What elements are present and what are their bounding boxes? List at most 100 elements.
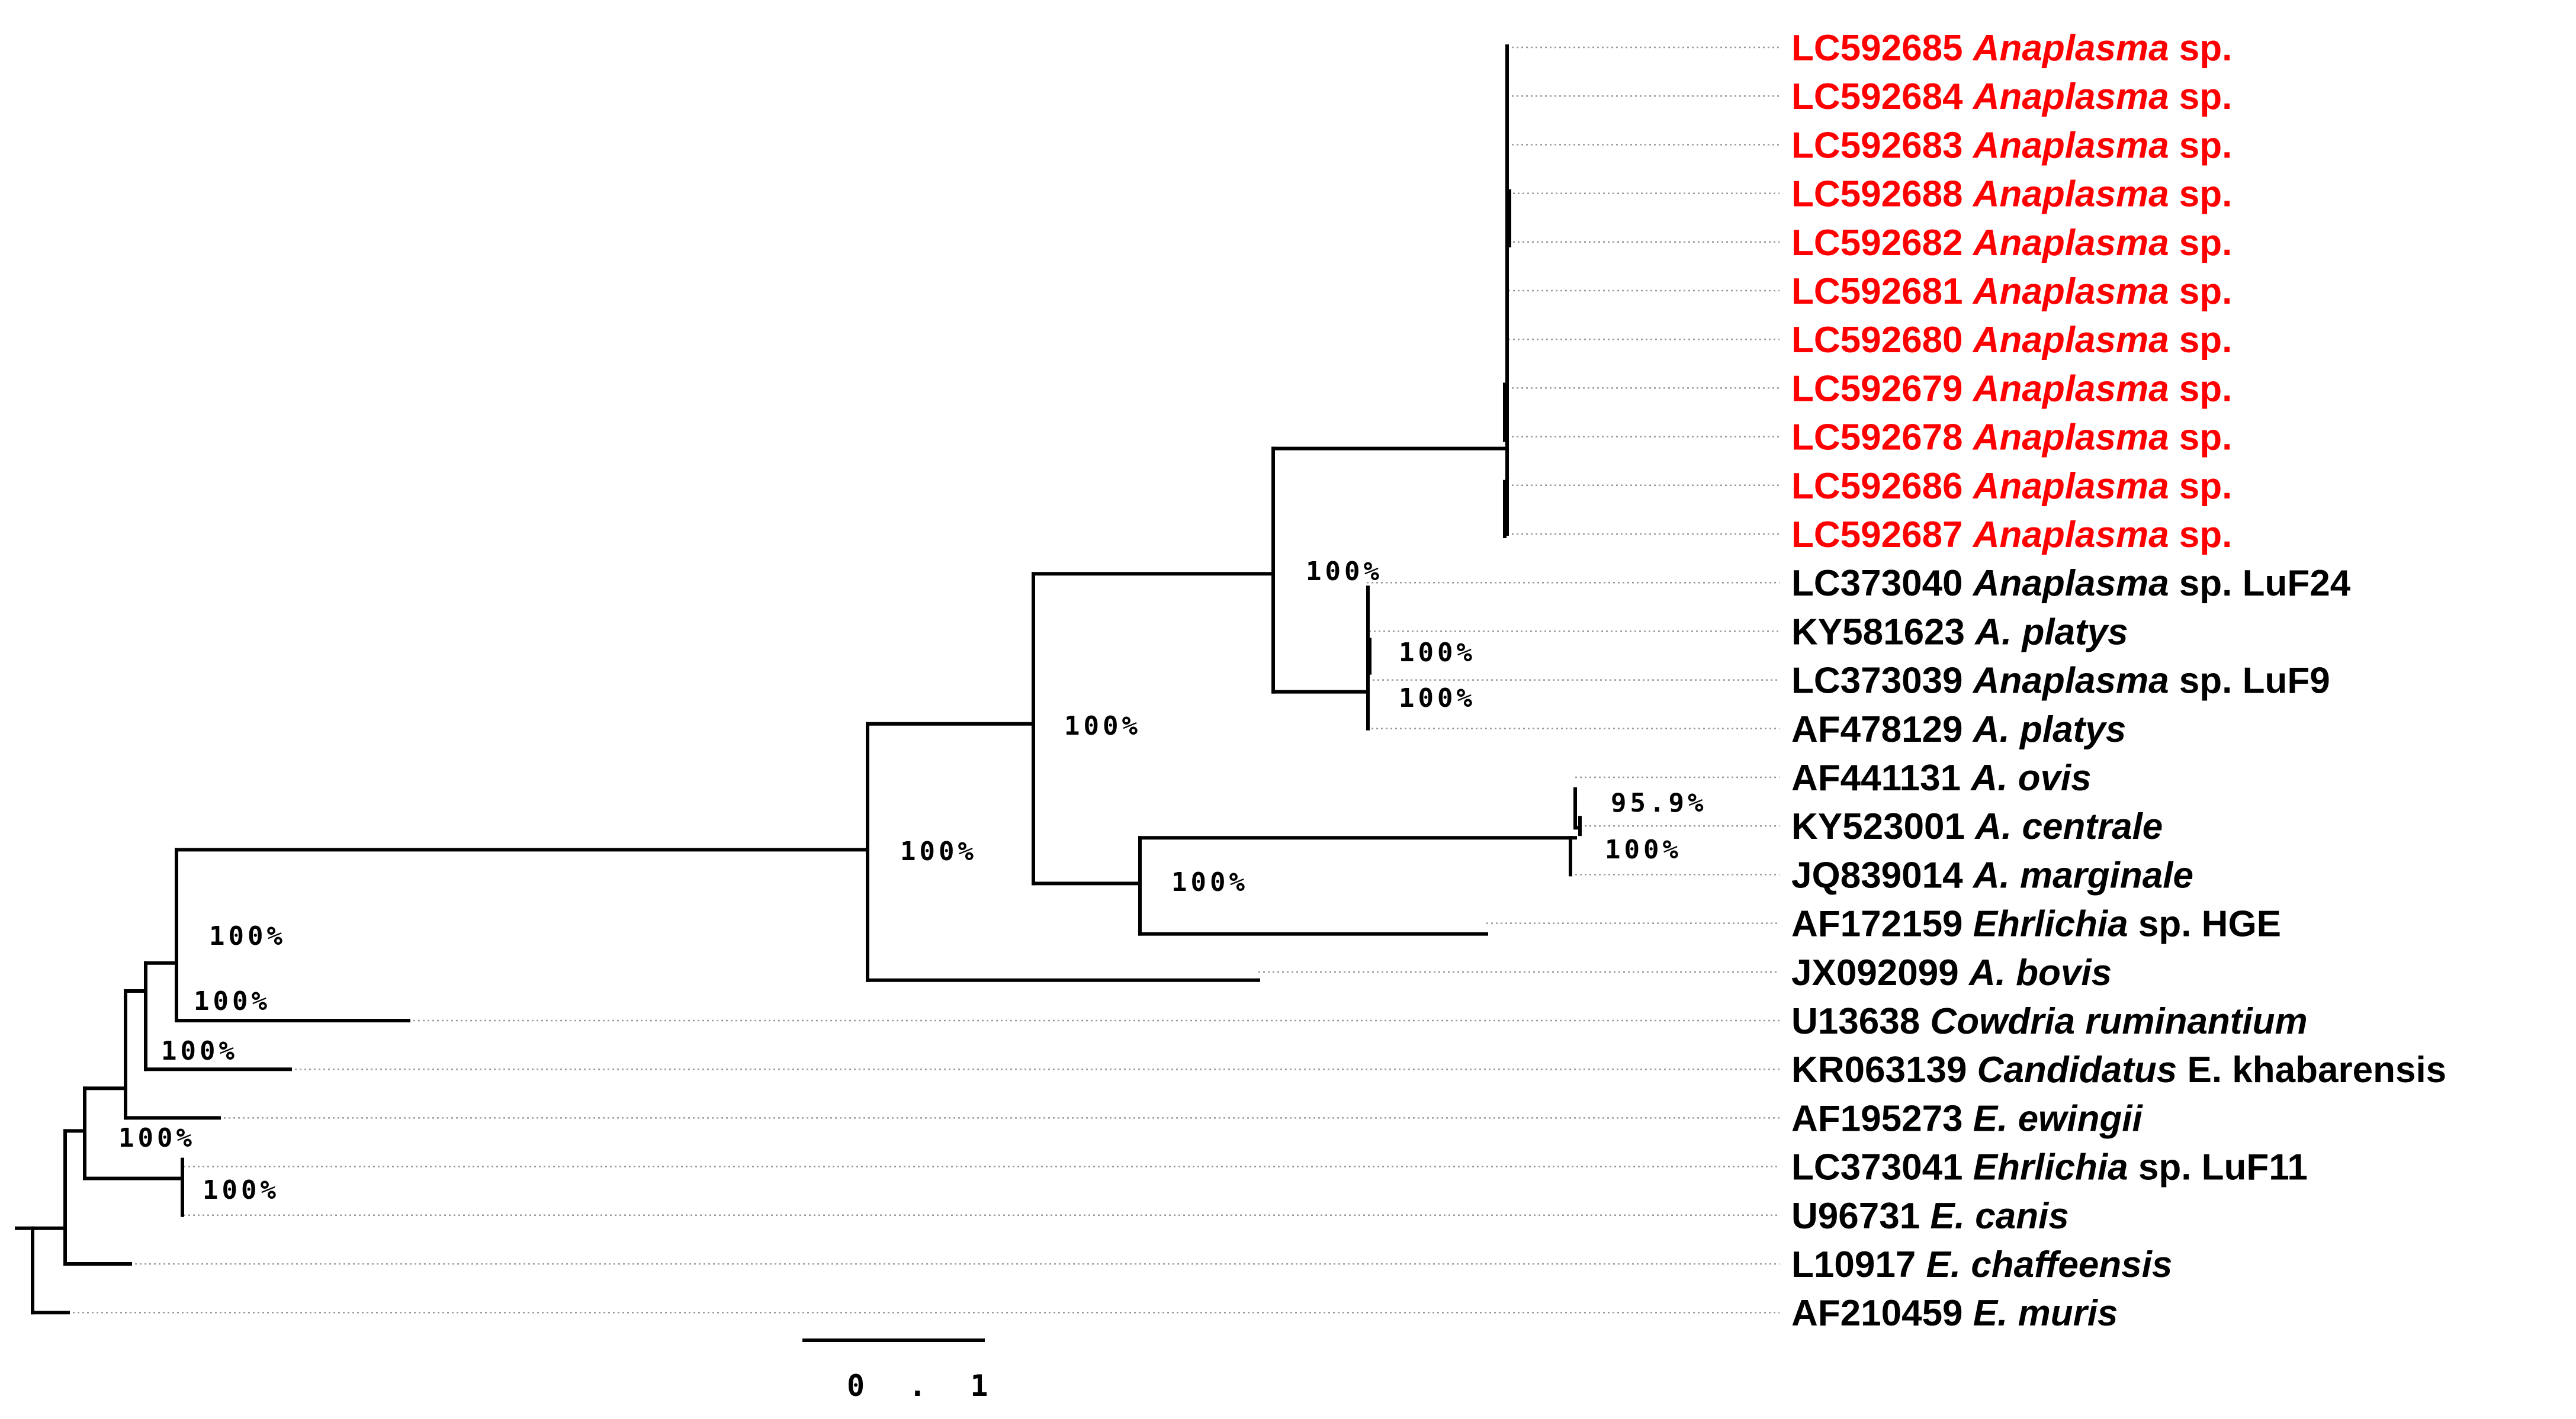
bootstrap-label: 100% [1399, 638, 1476, 668]
taxon-name-italic: Anaplasma [1972, 28, 2169, 69]
taxon-name-italic: E. ewingii [1973, 1098, 2144, 1139]
taxon-accession: U96731 [1791, 1196, 1930, 1237]
taxon-label: KY523001 A. centrale [1791, 806, 2163, 847]
taxon-accession: LC373040 [1791, 563, 1973, 604]
taxon-accession: AF478129 [1791, 709, 1973, 750]
taxon-name-italic: A. centrale [1974, 806, 2163, 847]
taxon-accession: AF210459 [1791, 1293, 1973, 1334]
taxon-name-rest: sp. [2169, 320, 2233, 361]
taxon-name-rest: sp. [2169, 417, 2233, 458]
taxon-name-italic: Anaplasma [1972, 368, 2169, 409]
bootstrap-label: 100% [209, 921, 286, 951]
taxon-label: U96731 E. canis [1791, 1196, 2069, 1237]
taxon-accession: JQ839014 [1791, 855, 1973, 896]
taxon-label: AF210459 E. muris [1791, 1293, 2118, 1334]
taxon-accession: AF195273 [1791, 1098, 1973, 1139]
taxon-label: LC592680 Anaplasma sp. [1791, 320, 2232, 361]
taxon-name-italic: Cowdria ruminantium [1930, 1001, 2307, 1042]
taxon-name-rest: sp. [2169, 514, 2233, 555]
taxon-name-italic: Anaplasma [1972, 417, 2169, 458]
taxon-accession: LC592682 [1791, 223, 1973, 263]
taxon-name-rest: sp. [2169, 466, 2233, 507]
bootstrap-label: 100% [1306, 556, 1383, 587]
taxon-accession: KR063139 [1791, 1050, 1977, 1090]
taxon-name-italic: Anaplasma [1972, 271, 2169, 312]
bootstrap-label: 100% [1399, 683, 1476, 713]
taxon-label: JX092099 A. bovis [1791, 953, 2112, 993]
taxon-name-italic: Anaplasma [1972, 174, 2169, 215]
taxon-name-rest: sp. [2169, 76, 2233, 117]
taxon-name-italic: Ehrlichia [1973, 1147, 2128, 1188]
taxon-accession: LC373041 [1791, 1147, 1973, 1188]
taxon-accession: L10917 [1791, 1244, 1926, 1285]
taxon-name-italic: Anaplasma [1972, 320, 2169, 361]
taxon-name-italic: A. marginale [1972, 855, 2193, 896]
taxon-name-rest: sp. LuF11 [2128, 1147, 2308, 1188]
bootstrap-label: 100% [900, 836, 977, 867]
taxon-name-italic: Candidatus [1977, 1050, 2177, 1090]
taxon-accession: LC592684 [1791, 76, 1973, 117]
taxon-name-italic: E. canis [1930, 1196, 2068, 1237]
taxon-name-rest: sp. HGE [2128, 904, 2281, 945]
taxon-name-rest: sp. LuF24 [2169, 563, 2351, 604]
scale-bar: 0 . 1 [802, 1338, 1001, 1403]
taxon-accession: LC592686 [1791, 466, 1973, 507]
taxon-name-italic: Anaplasma [1972, 76, 2169, 117]
taxon-name-rest: sp. [2169, 125, 2233, 166]
bootstrap-values: 100% 100% 100% 100% 95.9% 100% 100% 100% 100% 100… [118, 556, 1703, 1205]
taxon-label: AF172159 Ehrlichia sp. HGE [1791, 904, 2281, 945]
leader-lines [68, 46, 1780, 1314]
taxon-accession: JX092099 [1791, 953, 1969, 993]
taxon-name-rest: sp. LuF9 [2169, 661, 2330, 702]
taxon-name-italic: Anaplasma [1972, 466, 2169, 507]
bootstrap-label: 100% [1064, 711, 1141, 741]
taxon-name-italic: A. bovis [1968, 953, 2112, 993]
taxon-accession: AF441131 [1791, 758, 1971, 799]
tree-branches [15, 44, 1582, 1315]
bootstrap-label: 100% [1171, 867, 1248, 897]
taxon-accession: KY523001 [1791, 806, 1975, 847]
taxon-accession: LC592683 [1791, 125, 1973, 166]
taxon-name-rest: sp. [2169, 368, 2233, 409]
taxon-accession: LC592678 [1791, 417, 1973, 458]
taxon-label: KR063139 Candidatus E. khabarensis [1791, 1050, 2446, 1090]
taxon-name-rest: E. khabarensis [2177, 1050, 2446, 1090]
taxon-accession: LC592685 [1791, 28, 1973, 69]
taxon-label: LC592687 Anaplasma sp. [1791, 514, 2232, 555]
taxon-label: LC373041 Ehrlichia sp. LuF11 [1791, 1147, 2308, 1188]
bootstrap-label: 100% [161, 1036, 238, 1066]
taxon-label: LC373039 Anaplasma sp. LuF9 [1791, 661, 2330, 702]
taxon-label: LC592685 Anaplasma sp. [1791, 28, 2232, 69]
taxon-label: U13638 Cowdria ruminantium [1791, 1001, 2308, 1042]
taxon-name-rest: sp. [2169, 271, 2233, 312]
bootstrap-label: 100% [1605, 835, 1682, 865]
taxon-name-italic: E. muris [1973, 1293, 2118, 1334]
taxon-name-rest: sp. [2169, 174, 2233, 215]
taxon-accession: LC592688 [1791, 174, 1973, 215]
taxon-label: AF195273 E. ewingii [1791, 1098, 2143, 1139]
bootstrap-label: 100% [203, 1175, 280, 1205]
taxon-label: LC592681 Anaplasma sp. [1791, 271, 2232, 312]
taxon-name-italic: A. platys [1974, 612, 2128, 652]
taxon-label: L10917 E. chaffeensis [1791, 1244, 2172, 1285]
taxon-accession: LC373039 [1791, 661, 1973, 702]
taxon-label: JQ839014 A. marginale [1791, 855, 2193, 896]
taxon-name-rest: sp. [2169, 223, 2233, 263]
taxon-name-italic: A. ovis [1970, 758, 2091, 799]
taxon-name-italic: Anaplasma [1972, 661, 2169, 702]
taxon-label: AF441131 A. ovis [1791, 758, 2092, 799]
taxon-label: LC592679 Anaplasma sp. [1791, 368, 2232, 409]
taxon-name-italic: A. platys [1972, 709, 2126, 750]
taxon-label: LC592684 Anaplasma sp. [1791, 76, 2232, 117]
taxon-name-italic: Anaplasma [1972, 514, 2169, 555]
bootstrap-label: 100% [194, 986, 271, 1016]
scale-bar-label: 0 . 1 [847, 1369, 1001, 1403]
taxon-label: LC592688 Anaplasma sp. [1791, 174, 2232, 215]
taxon-label: KY581623 A. platys [1791, 612, 2128, 652]
taxon-name-rest: sp. [2169, 28, 2233, 69]
taxon-label: LC373040 Anaplasma sp. LuF24 [1791, 563, 2351, 604]
taxon-name-italic: Anaplasma [1972, 563, 2169, 604]
taxon-label: LC592682 Anaplasma sp. [1791, 223, 2232, 263]
taxon-labels: LC592685 Anaplasma sp.LC592684 Anaplasma… [1791, 28, 2446, 1334]
